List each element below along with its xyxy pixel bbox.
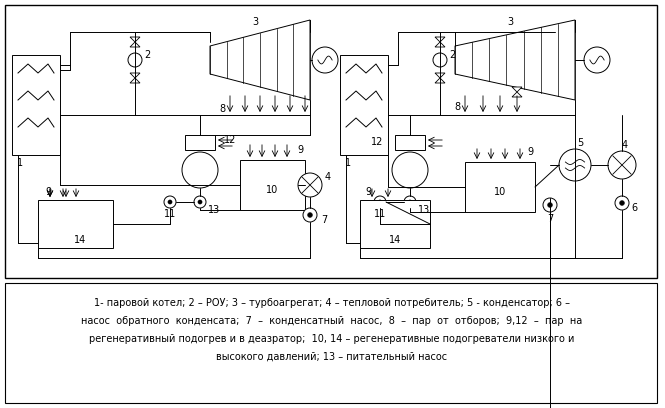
- Polygon shape: [435, 37, 445, 42]
- Polygon shape: [210, 20, 310, 100]
- Text: 4: 4: [622, 140, 628, 150]
- Circle shape: [584, 47, 610, 73]
- Bar: [38, 200, 113, 248]
- Text: 8: 8: [219, 104, 225, 114]
- Bar: [12, 55, 60, 155]
- Text: 1: 1: [345, 158, 351, 168]
- Circle shape: [198, 200, 202, 204]
- Text: 1: 1: [17, 158, 23, 168]
- Circle shape: [128, 53, 142, 67]
- Polygon shape: [512, 87, 522, 92]
- Polygon shape: [455, 20, 575, 100]
- Text: 9: 9: [365, 187, 371, 197]
- Bar: [5, 283, 657, 403]
- Circle shape: [543, 198, 557, 212]
- Text: 2: 2: [144, 50, 150, 60]
- Text: 14: 14: [74, 235, 86, 245]
- Circle shape: [547, 202, 553, 207]
- Polygon shape: [435, 73, 445, 78]
- Circle shape: [168, 200, 172, 204]
- Bar: [340, 55, 388, 155]
- Circle shape: [303, 208, 317, 222]
- Text: 9: 9: [45, 187, 51, 197]
- Text: 2: 2: [449, 50, 455, 60]
- Polygon shape: [130, 42, 140, 47]
- Text: насос  обратного  конденсата;  7  –  конденсатный  насос,  8  –  пар  от  отборо: насос обратного конденсата; 7 – конденса…: [81, 316, 583, 326]
- Text: 9: 9: [297, 145, 303, 155]
- Text: 6: 6: [631, 203, 637, 213]
- Text: 10: 10: [267, 185, 279, 195]
- Circle shape: [608, 151, 636, 179]
- Text: 8: 8: [454, 102, 460, 112]
- Text: 10: 10: [494, 187, 506, 197]
- Polygon shape: [512, 92, 522, 97]
- Bar: [465, 162, 535, 212]
- Polygon shape: [130, 78, 140, 83]
- Polygon shape: [435, 78, 445, 83]
- Bar: [240, 160, 305, 210]
- Circle shape: [182, 152, 218, 188]
- Text: 3: 3: [507, 17, 513, 27]
- Circle shape: [404, 196, 416, 208]
- Text: 13: 13: [208, 205, 220, 215]
- Text: 5: 5: [577, 138, 583, 148]
- Circle shape: [378, 200, 382, 204]
- Bar: [5, 5, 657, 278]
- Text: регенеративный подогрев и в деазратор;  10, 14 – регенеративные подогреватели ни: регенеративный подогрев и в деазратор; 1…: [89, 334, 575, 344]
- Circle shape: [374, 196, 386, 208]
- Text: 13: 13: [418, 205, 430, 215]
- Polygon shape: [130, 37, 140, 42]
- Circle shape: [298, 173, 322, 197]
- Bar: [185, 135, 215, 150]
- Circle shape: [615, 196, 629, 210]
- Circle shape: [312, 47, 338, 73]
- Text: 7: 7: [321, 215, 327, 225]
- Circle shape: [559, 149, 591, 181]
- Text: 9: 9: [527, 147, 533, 157]
- Circle shape: [433, 53, 447, 67]
- Bar: [395, 135, 425, 150]
- Bar: [360, 200, 430, 248]
- Text: высокого давлений; 13 – питательный насос: высокого давлений; 13 – питательный насо…: [216, 352, 448, 362]
- Circle shape: [307, 213, 313, 217]
- Circle shape: [164, 196, 176, 208]
- Text: 12: 12: [371, 137, 383, 147]
- Circle shape: [408, 200, 412, 204]
- Text: 4: 4: [325, 172, 331, 182]
- Polygon shape: [435, 42, 445, 47]
- Polygon shape: [130, 73, 140, 78]
- Text: 3: 3: [252, 17, 258, 27]
- Circle shape: [620, 201, 624, 206]
- Text: 11: 11: [374, 209, 386, 219]
- Text: 7: 7: [547, 214, 553, 224]
- Text: 11: 11: [164, 209, 176, 219]
- Circle shape: [194, 196, 206, 208]
- Text: 14: 14: [389, 235, 401, 245]
- Text: 12: 12: [224, 135, 236, 145]
- Text: 1- паровой котел; 2 – РОУ; 3 – турбоагрегат; 4 – тепловой потребитель; 5 - конде: 1- паровой котел; 2 – РОУ; 3 – турбоагре…: [94, 298, 570, 308]
- Circle shape: [392, 152, 428, 188]
